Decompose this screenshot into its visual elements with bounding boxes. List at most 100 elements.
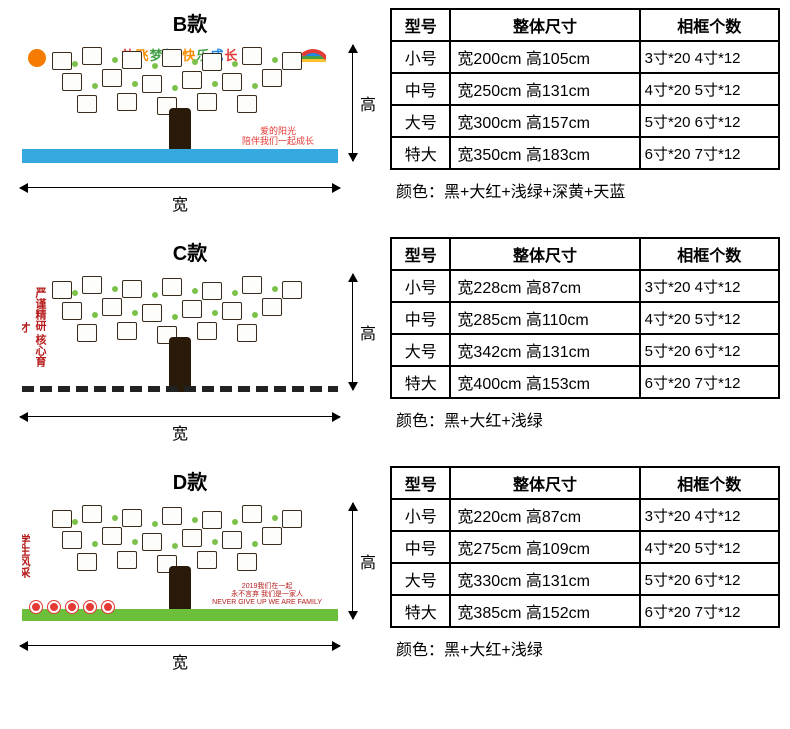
cell-size: 宽275cm 高109cm (450, 531, 639, 563)
right-panel: 型号整体尺寸相框个数小号宽220cm 高87cm3寸*20 4寸*12中号宽27… (390, 466, 780, 660)
right-panel: 型号整体尺寸相框个数小号宽200cm 高105cm3寸*20 4寸*12中号宽2… (390, 8, 780, 202)
size-height: 高131cm (526, 573, 590, 590)
leaf-dot (72, 519, 78, 525)
side-vertical-text: 学生风采 (22, 511, 32, 601)
cell-frames: 6寸*20 7寸*12 (640, 366, 779, 398)
table-row: 大号宽330cm 高131cm5寸*20 6寸*12 (391, 563, 779, 595)
color-line: 颜色：黑+大红+浅绿 (390, 407, 780, 431)
size-width: 宽330cm (457, 573, 521, 590)
size-width: 宽300cm (457, 115, 521, 132)
spec-table: 型号整体尺寸相框个数小号宽200cm 高105cm3寸*20 4寸*12中号宽2… (390, 8, 780, 170)
cell-size: 宽385cm 高152cm (450, 595, 639, 627)
cell-model: 大号 (391, 334, 450, 366)
size-height: 高152cm (526, 605, 590, 622)
photo-frame (122, 280, 142, 298)
right-panel: 型号整体尺寸相框个数小号宽228cm 高87cm3寸*20 4寸*12中号宽28… (390, 237, 780, 431)
flowers-group (30, 601, 114, 613)
size-height: 高105cm (526, 51, 590, 68)
table-row: 小号宽220cm 高87cm3寸*20 4寸*12 (391, 499, 779, 531)
photo-frame (102, 69, 122, 87)
cell-frames: 3寸*20 4寸*12 (640, 499, 779, 531)
color-prefix: 颜色： (396, 184, 444, 201)
diagram-wrap: 学生风采2019我们在一起永不言弃 我们是一家人NEVER GIVE UP WE… (10, 499, 370, 667)
width-label: 宽 (20, 420, 340, 444)
photo-frame (182, 529, 202, 547)
table-row: 特大宽385cm 高152cm6寸*20 7寸*12 (391, 595, 779, 627)
spec-table: 型号整体尺寸相框个数小号宽220cm 高87cm3寸*20 4寸*12中号宽27… (390, 466, 780, 628)
photo-frame (77, 324, 97, 342)
size-width: 宽385cm (457, 605, 521, 622)
ground-strip (22, 386, 338, 392)
photo-frame (237, 324, 257, 342)
flower-icon (48, 601, 60, 613)
size-height: 高131cm (526, 83, 590, 100)
photo-frame (142, 533, 162, 551)
cell-size: 宽228cm 高87cm (450, 270, 639, 302)
photo-frame (117, 93, 137, 111)
photo-frame (282, 281, 302, 299)
flower-icon (66, 601, 78, 613)
photo-frame (222, 531, 242, 549)
photo-frame (182, 71, 202, 89)
table-header-size: 整体尺寸 (450, 9, 639, 41)
leaf-dot (212, 81, 218, 87)
size-width: 宽350cm (457, 147, 521, 164)
table-row: 中号宽250cm 高131cm4寸*20 5寸*12 (391, 73, 779, 105)
photo-frame (62, 302, 82, 320)
style-section-b: B款放飞梦想 快乐成长爱的阳光陪伴我们一起成长高宽型号整体尺寸相框个数小号宽20… (10, 8, 780, 209)
leaf-dot (132, 81, 138, 87)
photo-frame (262, 527, 282, 545)
photo-frame (237, 95, 257, 113)
leaf-dot (172, 85, 178, 91)
photo-frame (102, 298, 122, 316)
table-header-model: 型号 (391, 467, 450, 499)
color-prefix: 颜色： (396, 642, 444, 659)
photo-frame (242, 47, 262, 65)
leaf-dot (92, 83, 98, 89)
tree-illustration: 严谨精研 核心育才 (22, 272, 338, 392)
table-row: 特大宽400cm 高153cm6寸*20 7寸*12 (391, 366, 779, 398)
leaf-dot (212, 310, 218, 316)
photo-frame (162, 49, 182, 67)
leaf-dot (112, 515, 118, 521)
leaf-dot (112, 57, 118, 63)
photo-frame (52, 52, 72, 70)
size-height: 高153cm (526, 376, 590, 393)
photo-frame (202, 511, 222, 529)
photo-frame (262, 69, 282, 87)
dimension-width: 宽 (20, 410, 340, 438)
size-height: 高109cm (526, 541, 590, 558)
cell-frames: 6寸*20 7寸*12 (640, 595, 779, 627)
photo-frame (242, 276, 262, 294)
style-title: D款 (10, 466, 370, 495)
width-label: 宽 (20, 649, 340, 673)
table-row: 特大宽350cm 高183cm6寸*20 7寸*12 (391, 137, 779, 169)
size-height: 高131cm (526, 344, 590, 361)
spec-table: 型号整体尺寸相框个数小号宽228cm 高87cm3寸*20 4寸*12中号宽28… (390, 237, 780, 399)
leaf-dot (232, 61, 238, 67)
photo-frame (262, 298, 282, 316)
leaf-dot (152, 63, 158, 69)
cell-model: 特大 (391, 595, 450, 627)
photo-frame (77, 95, 97, 113)
style-title: B款 (10, 8, 370, 37)
photo-frame (52, 281, 72, 299)
cell-size: 宽350cm 高183cm (450, 137, 639, 169)
height-label: 高 (360, 91, 376, 115)
table-header-frames: 相框个数 (640, 9, 779, 41)
cell-frames: 3寸*20 4寸*12 (640, 41, 779, 73)
photo-frame (82, 47, 102, 65)
ground-strip (22, 149, 338, 163)
leaf-dot (272, 515, 278, 521)
photo-frame (142, 304, 162, 322)
flower-icon (84, 601, 96, 613)
dimension-width: 宽 (20, 639, 340, 667)
photo-frame (52, 510, 72, 528)
leaf-dot (192, 59, 198, 65)
leaf-dot (72, 290, 78, 296)
leaf-dot (272, 286, 278, 292)
leaf-dot (172, 543, 178, 549)
width-label: 宽 (20, 191, 340, 215)
size-width: 宽275cm (457, 541, 521, 558)
cell-model: 中号 (391, 531, 450, 563)
